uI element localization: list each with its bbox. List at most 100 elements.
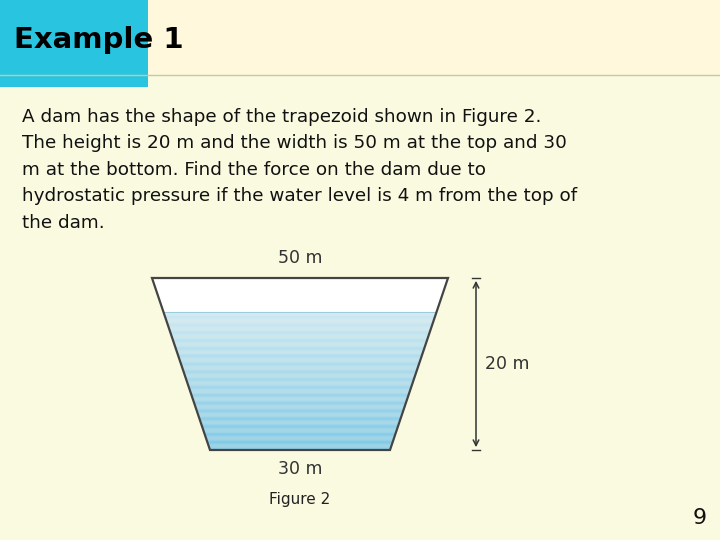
Polygon shape	[189, 388, 411, 389]
Polygon shape	[201, 423, 399, 425]
Polygon shape	[205, 436, 395, 437]
Polygon shape	[200, 421, 400, 422]
Polygon shape	[179, 357, 421, 358]
Polygon shape	[168, 326, 432, 327]
Polygon shape	[177, 353, 423, 354]
Text: Figure 2: Figure 2	[269, 492, 330, 507]
Polygon shape	[179, 360, 420, 361]
Polygon shape	[196, 409, 404, 410]
Polygon shape	[171, 333, 429, 334]
Polygon shape	[167, 322, 433, 323]
Polygon shape	[207, 440, 394, 441]
Text: 30 m: 30 m	[278, 460, 323, 478]
Polygon shape	[186, 380, 413, 381]
Polygon shape	[202, 426, 398, 427]
Polygon shape	[204, 433, 396, 434]
Polygon shape	[194, 402, 406, 403]
Polygon shape	[206, 438, 394, 440]
Polygon shape	[185, 375, 415, 376]
Polygon shape	[179, 358, 421, 360]
Polygon shape	[197, 413, 402, 415]
Polygon shape	[178, 354, 423, 355]
Polygon shape	[183, 370, 417, 371]
Polygon shape	[189, 389, 410, 390]
Text: A dam has the shape of the trapezoid shown in Figure 2.
The height is 20 m and t: A dam has the shape of the trapezoid sho…	[22, 108, 577, 232]
Polygon shape	[198, 415, 402, 416]
Polygon shape	[203, 429, 397, 430]
Polygon shape	[164, 315, 436, 316]
Polygon shape	[166, 320, 433, 322]
Polygon shape	[186, 381, 413, 382]
Polygon shape	[199, 418, 401, 419]
Polygon shape	[181, 365, 418, 366]
Polygon shape	[166, 319, 434, 320]
Polygon shape	[152, 278, 448, 313]
Polygon shape	[193, 400, 407, 401]
Polygon shape	[210, 449, 390, 450]
Polygon shape	[197, 412, 402, 413]
Polygon shape	[181, 366, 418, 367]
Polygon shape	[207, 443, 392, 444]
Polygon shape	[210, 448, 391, 449]
Text: Example 1: Example 1	[14, 26, 184, 55]
Polygon shape	[186, 378, 415, 379]
Polygon shape	[191, 393, 410, 394]
Polygon shape	[176, 348, 424, 349]
Polygon shape	[195, 407, 405, 408]
Polygon shape	[209, 447, 391, 448]
Polygon shape	[172, 336, 428, 338]
Polygon shape	[190, 390, 410, 391]
Polygon shape	[206, 437, 395, 438]
Polygon shape	[192, 395, 408, 396]
Polygon shape	[171, 334, 429, 335]
Polygon shape	[189, 386, 412, 387]
Polygon shape	[171, 335, 428, 336]
Polygon shape	[197, 410, 403, 411]
Polygon shape	[170, 330, 431, 332]
Polygon shape	[204, 434, 395, 435]
Polygon shape	[194, 404, 405, 406]
Polygon shape	[201, 422, 400, 423]
Text: 9: 9	[693, 508, 707, 528]
Polygon shape	[194, 401, 407, 402]
Polygon shape	[169, 328, 431, 329]
Polygon shape	[176, 349, 424, 350]
Polygon shape	[183, 369, 418, 370]
Polygon shape	[185, 376, 415, 378]
Polygon shape	[181, 364, 419, 365]
Polygon shape	[188, 383, 413, 384]
Text: 50 m: 50 m	[278, 249, 323, 267]
Polygon shape	[207, 442, 392, 443]
Polygon shape	[181, 363, 419, 364]
Polygon shape	[172, 338, 428, 339]
Polygon shape	[179, 356, 422, 357]
Polygon shape	[197, 411, 403, 412]
Bar	[0, 0, 720, 75]
Polygon shape	[168, 325, 432, 326]
Polygon shape	[205, 435, 395, 436]
Polygon shape	[195, 406, 405, 407]
Polygon shape	[202, 427, 397, 428]
Polygon shape	[186, 379, 414, 380]
Polygon shape	[174, 341, 427, 342]
Polygon shape	[192, 397, 408, 399]
Polygon shape	[180, 362, 420, 363]
Polygon shape	[173, 340, 427, 341]
Polygon shape	[163, 313, 436, 314]
Polygon shape	[190, 392, 410, 393]
Polygon shape	[180, 361, 420, 362]
Polygon shape	[174, 342, 426, 343]
Text: 20 m: 20 m	[485, 355, 529, 373]
Polygon shape	[199, 416, 402, 417]
Polygon shape	[208, 444, 392, 445]
Polygon shape	[164, 314, 436, 315]
Polygon shape	[189, 387, 411, 388]
Polygon shape	[182, 367, 418, 369]
Bar	[0, 0, 148, 87]
Polygon shape	[184, 371, 417, 372]
Polygon shape	[178, 355, 422, 356]
Polygon shape	[176, 352, 423, 353]
Polygon shape	[187, 382, 413, 383]
Polygon shape	[207, 441, 393, 442]
Polygon shape	[165, 316, 435, 317]
